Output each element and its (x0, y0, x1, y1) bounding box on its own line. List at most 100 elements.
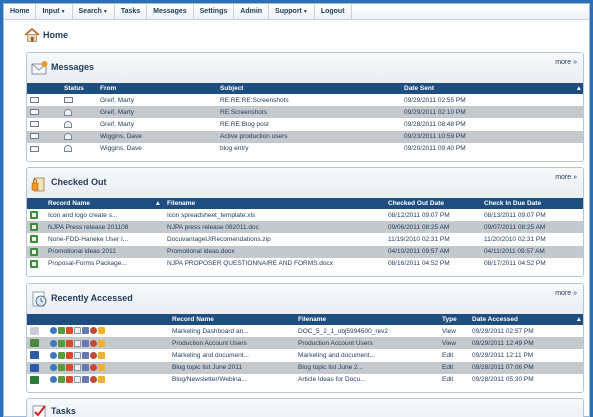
messages-col-subject[interactable]: Subject (217, 83, 401, 94)
info-icon[interactable] (50, 327, 57, 335)
link-icon[interactable] (66, 339, 73, 347)
email-icon[interactable] (98, 327, 105, 335)
check-in-cell[interactable] (27, 233, 45, 245)
table-row[interactable]: Wiggins, Dave Active production users 09… (27, 130, 583, 143)
nav-settings[interactable]: Settings (194, 4, 235, 19)
messages-col-date[interactable]: Date Sent ▲ (401, 83, 583, 94)
record-cell[interactable]: Promotional ideas 2011 (45, 245, 164, 258)
nav-messages[interactable]: Messages (147, 4, 194, 19)
link-icon[interactable] (66, 327, 73, 335)
workflow-icon[interactable] (90, 376, 97, 384)
edit-icon[interactable] (82, 351, 89, 359)
record-cell[interactable]: Blog/Newsletter/Webina... (172, 376, 247, 384)
email-icon[interactable] (98, 376, 105, 384)
nav-support[interactable]: Support ▼ (269, 4, 315, 19)
recent-col-record[interactable]: Record Name (169, 314, 295, 325)
table-row[interactable]: Marketing Dashboard an... DOC_5_2_1_obj5… (27, 325, 583, 337)
nav-tasks[interactable]: Tasks (115, 4, 148, 19)
table-row[interactable]: Production Account Users Production Acco… (27, 337, 583, 350)
edit-icon[interactable] (82, 364, 89, 372)
recent-col-filename[interactable]: Filename (295, 314, 439, 325)
record-cell[interactable]: Proposal-Forms Package... (48, 260, 127, 268)
link-icon[interactable] (66, 351, 73, 359)
checked-out-col-record[interactable]: Record Name ▲ (45, 198, 164, 209)
email-icon[interactable] (98, 339, 105, 347)
table-row[interactable]: Icon and logo create s... Icon spreadshe… (27, 209, 583, 221)
record-cell[interactable]: Marketing Dashboard an... (172, 327, 249, 335)
info-icon[interactable] (50, 351, 57, 359)
nav-home[interactable]: Home (4, 4, 37, 19)
table-row[interactable]: Greif, Marty RE:RE:Blog post 09/28/2011 … (27, 118, 583, 130)
check-in-cell[interactable] (27, 209, 45, 221)
checked-out-col-out-date[interactable]: Checked Out Date (385, 198, 481, 209)
check-in-cell[interactable] (27, 221, 45, 234)
document-icon[interactable] (58, 376, 65, 384)
workflow-icon[interactable] (90, 364, 97, 372)
info-icon[interactable] (50, 376, 57, 384)
from-cell[interactable]: Wiggins, Dave (97, 130, 217, 143)
page-icon[interactable] (74, 376, 81, 384)
from-cell[interactable]: Greif, Marty (100, 96, 134, 104)
filename-cell[interactable]: Blog topic list June 2... (295, 361, 439, 374)
filename-cell[interactable]: NJPA press release 082011.doc (164, 221, 385, 234)
workflow-icon[interactable] (90, 327, 97, 335)
subject-cell[interactable]: RE:RE:RE:Screenshots (220, 96, 289, 104)
table-row[interactable]: Blog/Newsletter/Webina... Article Ideas … (27, 374, 583, 386)
record-cell[interactable]: None-FDD-Haneke User I... (48, 235, 129, 243)
subject-cell[interactable]: RE:RE:Blog post (220, 120, 269, 128)
recently-accessed-more-link[interactable]: more » (555, 290, 577, 297)
from-cell[interactable]: Greif, Marty (97, 106, 217, 119)
checked-out-more-link[interactable]: more » (555, 174, 577, 181)
nav-input[interactable]: Input ▼ (36, 4, 73, 19)
link-icon[interactable] (66, 364, 73, 372)
record-cell[interactable]: Blog topic list June 2011 (169, 361, 295, 374)
document-icon[interactable] (58, 339, 65, 347)
select-cell[interactable] (27, 106, 61, 119)
checked-out-col-due-date[interactable]: Check In Due Date (481, 198, 583, 209)
check-in-cell[interactable] (27, 258, 45, 270)
page-icon[interactable] (74, 364, 81, 372)
table-row[interactable]: Blog topic list June 2011 Blog topic lis… (27, 361, 583, 374)
filename-cell[interactable]: NJPA PROPOSER QUESTIONNAIRE AND FORMS.do… (167, 260, 334, 268)
filename-cell[interactable]: Icon spreadsheet_template.xls (167, 211, 256, 219)
table-row[interactable]: Marketing and document... Marketing and … (27, 349, 583, 361)
filename-cell[interactable]: Production Account Users (295, 337, 439, 350)
record-cell[interactable]: Icon and logo create s... (48, 211, 118, 219)
edit-icon[interactable] (82, 327, 89, 335)
from-cell[interactable]: Greif, Marty (100, 120, 134, 128)
select-cell[interactable] (27, 118, 61, 130)
messages-col-status[interactable]: Status (61, 83, 97, 94)
messages-more-link[interactable]: more » (555, 59, 577, 66)
email-icon[interactable] (98, 351, 105, 359)
filename-cell[interactable]: Marketing and document... (298, 351, 375, 359)
nav-search[interactable]: Search ▼ (73, 4, 115, 19)
record-cell[interactable]: Production Account Users (169, 337, 295, 350)
select-cell[interactable] (27, 130, 61, 143)
page-icon[interactable] (74, 351, 81, 359)
edit-icon[interactable] (82, 376, 89, 384)
check-in-cell[interactable] (27, 245, 45, 258)
nav-logout[interactable]: Logout (315, 4, 352, 19)
record-cell[interactable]: Marketing and document... (172, 351, 249, 359)
page-icon[interactable] (74, 327, 81, 335)
select-cell[interactable] (27, 94, 61, 106)
table-row[interactable]: NJPA Press release 201108 NJPA press rel… (27, 221, 583, 234)
page-icon[interactable] (74, 339, 81, 347)
filename-cell[interactable]: Article Ideas for Docu... (298, 376, 366, 384)
link-icon[interactable] (66, 376, 73, 384)
recent-col-type[interactable]: Type (439, 314, 469, 325)
from-cell[interactable]: Wiggins, Dave (100, 145, 142, 153)
document-icon[interactable] (58, 364, 65, 372)
table-row[interactable]: Promotional ideas 2011 Promotional ideas… (27, 245, 583, 258)
subject-cell[interactable]: RE:Screenshots (217, 106, 401, 119)
filename-cell[interactable]: DocuvantageUIRecomendations.zip (167, 235, 271, 243)
workflow-icon[interactable] (90, 339, 97, 347)
filename-cell[interactable]: Promotional ideas.docx (164, 245, 385, 258)
info-icon[interactable] (50, 364, 57, 372)
info-icon[interactable] (50, 339, 57, 347)
email-icon[interactable] (98, 364, 105, 372)
workflow-icon[interactable] (90, 351, 97, 359)
select-cell[interactable] (27, 143, 61, 155)
subject-cell[interactable]: Active production users (217, 130, 401, 143)
filename-cell[interactable]: DOC_5_2_1_obj5994500_rev2 (298, 327, 388, 335)
